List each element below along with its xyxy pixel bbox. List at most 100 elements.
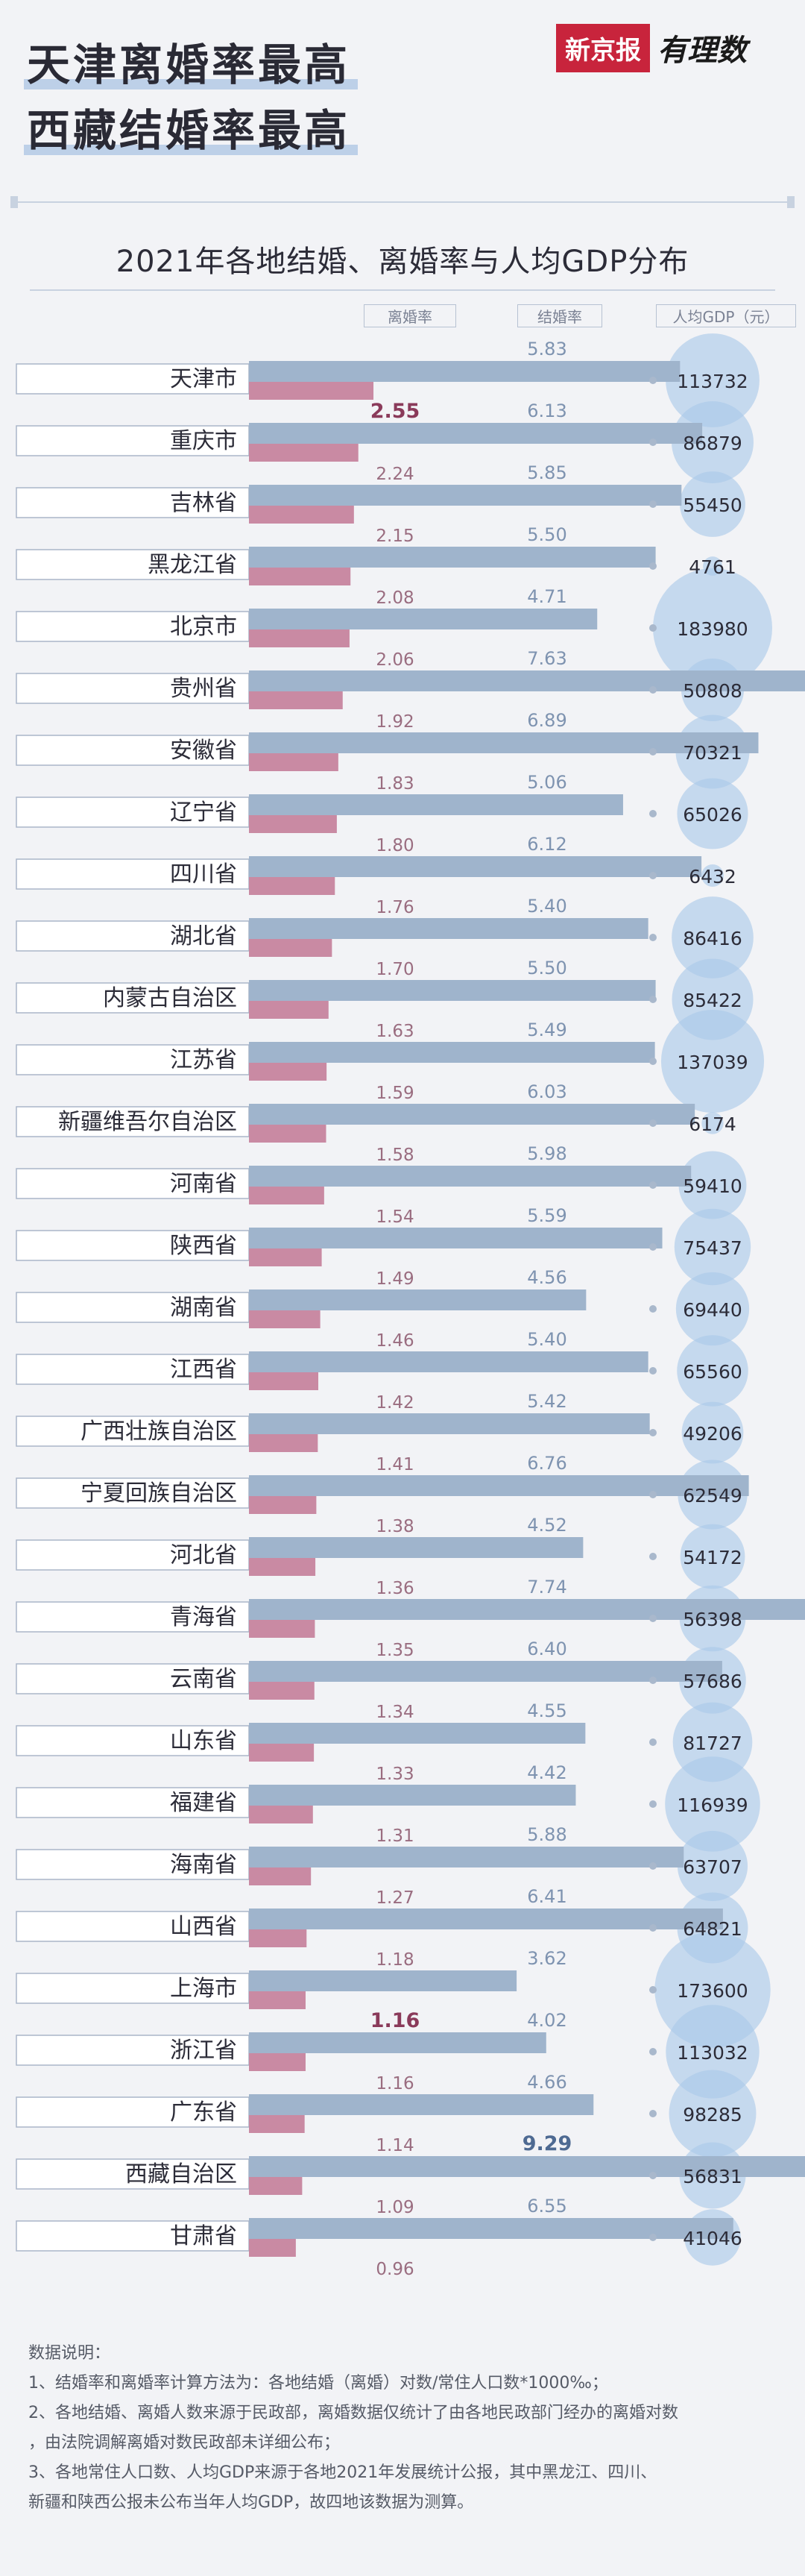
province-label-box xyxy=(16,611,250,642)
connector-dot xyxy=(649,2172,657,2179)
divorce-value-label: 1.31 xyxy=(376,1826,414,1846)
divorce-bar xyxy=(249,1929,307,1947)
marriage-bar xyxy=(249,423,703,444)
divorce-bar xyxy=(249,444,359,462)
divorce-value-label: 1.49 xyxy=(376,1269,414,1289)
connector-dot xyxy=(649,1119,657,1127)
notes-line-2a: 2、各地结婚、离婚人数来源于民政部，离婚数据仅统计了由各地民政部门经办的离婚对数 xyxy=(28,2404,679,2422)
province-label: 海南省 xyxy=(170,1852,237,1878)
province-label: 青海省 xyxy=(170,1604,237,1630)
gdp-value-label: 65026 xyxy=(683,804,742,826)
province-label: 福建省 xyxy=(170,1790,237,1816)
divider-cap-right xyxy=(787,196,795,208)
province-label-box xyxy=(16,673,250,704)
divorce-bar xyxy=(249,815,337,833)
marriage-value-label: 6.89 xyxy=(527,710,566,731)
divorce-bar xyxy=(249,1372,319,1390)
marriage-value-label: 6.55 xyxy=(527,2196,566,2217)
notes-line-1: 1、结婚率和离婚率计算方法为：各地结婚（离婚）对数/常住人口数*1000‰； xyxy=(28,2374,608,2393)
marriage-bar xyxy=(249,1970,517,1991)
headline-line-1: 天津离婚率最高 xyxy=(24,30,359,92)
gdp-bubble xyxy=(681,1401,744,1464)
divorce-value-label: 1.41 xyxy=(376,1455,414,1474)
marriage-value-label: 4.56 xyxy=(527,1267,566,1288)
marriage-bar xyxy=(249,2156,805,2177)
province-label: 新疆维吾尔自治区 xyxy=(58,1109,237,1135)
gdp-value-label: 55450 xyxy=(683,494,742,516)
divorce-value-label: 1.42 xyxy=(376,1393,414,1413)
marriage-value-label: 5.49 xyxy=(527,1020,566,1040)
divorce-bar xyxy=(249,2177,303,2195)
marriage-bar xyxy=(249,1847,684,1867)
marriage-value-label: 5.59 xyxy=(527,1205,566,1226)
province-label-box xyxy=(16,549,250,580)
gdp-value-label: 86879 xyxy=(683,433,742,454)
gdp-bubble xyxy=(672,401,754,483)
gdp-value-label: 85422 xyxy=(683,990,742,1011)
marriage-value-label: 5.83 xyxy=(527,339,566,359)
marriage-value-label: 5.88 xyxy=(527,1824,566,1845)
headline-highlight-bar xyxy=(24,145,359,155)
province-label-box xyxy=(16,1292,250,1323)
marriage-bar xyxy=(249,609,598,629)
gdp-value-label: 6432 xyxy=(689,866,736,888)
province-label-box xyxy=(16,1354,250,1385)
gdp-value-label: 173600 xyxy=(677,1980,748,2002)
notes-heading: 数据说明： xyxy=(28,2344,111,2363)
marriage-value-label: 4.71 xyxy=(527,586,566,607)
province-label-box xyxy=(16,1787,250,1818)
divorce-bar xyxy=(249,1496,317,1514)
gdp-value-label: 113732 xyxy=(677,371,748,392)
province-label: 江苏省 xyxy=(170,1047,237,1073)
divorce-bar xyxy=(249,1682,315,1700)
divorce-value-label: 2.55 xyxy=(370,400,420,423)
divorce-bar xyxy=(249,2239,296,2257)
marriage-bar xyxy=(249,1166,692,1187)
province-label: 陕西省 xyxy=(170,1233,237,1259)
province-label-box xyxy=(16,1168,250,1199)
connector-dot xyxy=(649,748,657,755)
province-label-box xyxy=(16,1911,250,1942)
marriage-bar xyxy=(249,1228,663,1248)
notes-line-2b: ，由法院调解离婚对数民政部未详细公布； xyxy=(28,2434,341,2452)
marriage-bar xyxy=(249,918,648,939)
headline-line-2: 西藏结婚率最高 xyxy=(24,95,359,158)
gdp-value-label: 50808 xyxy=(683,680,742,702)
gdp-bubble xyxy=(674,1208,751,1286)
divorce-bar xyxy=(249,2115,305,2133)
marriage-bar xyxy=(249,485,682,506)
gdp-value-label: 63707 xyxy=(683,1856,742,1878)
gdp-bubble xyxy=(660,1009,765,1113)
marriage-value-label: 4.55 xyxy=(527,1700,566,1721)
province-label-box xyxy=(16,1725,250,1756)
divorce-value-label: 2.06 xyxy=(376,650,414,670)
province-label-box xyxy=(16,1973,250,2004)
gdp-value-label: 65560 xyxy=(683,1361,742,1383)
marriage-bar xyxy=(249,1537,584,1558)
marriage-value-label: 9.29 xyxy=(523,2132,572,2155)
gdp-value-label: 75437 xyxy=(683,1237,742,1259)
gdp-value-label: 6174 xyxy=(689,1113,736,1135)
notes-line-3b: 新疆和陕西公报未公布当年人均GDP，故四地该数据为测算。 xyxy=(28,2493,474,2512)
column-header-marriage: 结婚率 xyxy=(517,304,602,327)
divorce-value-label: 1.76 xyxy=(376,898,414,917)
province-label-box xyxy=(16,1849,250,1880)
connector-dot xyxy=(649,1181,657,1189)
divorce-bar xyxy=(249,506,354,524)
province-label: 浙江省 xyxy=(170,2038,237,2064)
gdp-bubble xyxy=(675,1272,750,1346)
gdp-bubble xyxy=(665,1756,760,1852)
marriage-value-label: 4.42 xyxy=(527,1762,566,1783)
gdp-value-label: 49206 xyxy=(683,1423,742,1445)
divorce-bar xyxy=(249,568,351,585)
province-label: 内蒙古自治区 xyxy=(103,985,237,1011)
divorce-bar xyxy=(249,1558,316,1576)
gdp-bubble xyxy=(677,1335,748,1407)
province-label-box xyxy=(16,1601,250,1633)
column-header-gdp: 人均GDP（元） xyxy=(656,304,796,327)
divorce-value-label: 2.08 xyxy=(376,588,414,608)
marriage-bar xyxy=(249,361,681,382)
divorce-bar xyxy=(249,1620,315,1638)
province-label-box xyxy=(16,1663,250,1694)
marriage-bar xyxy=(249,980,656,1001)
